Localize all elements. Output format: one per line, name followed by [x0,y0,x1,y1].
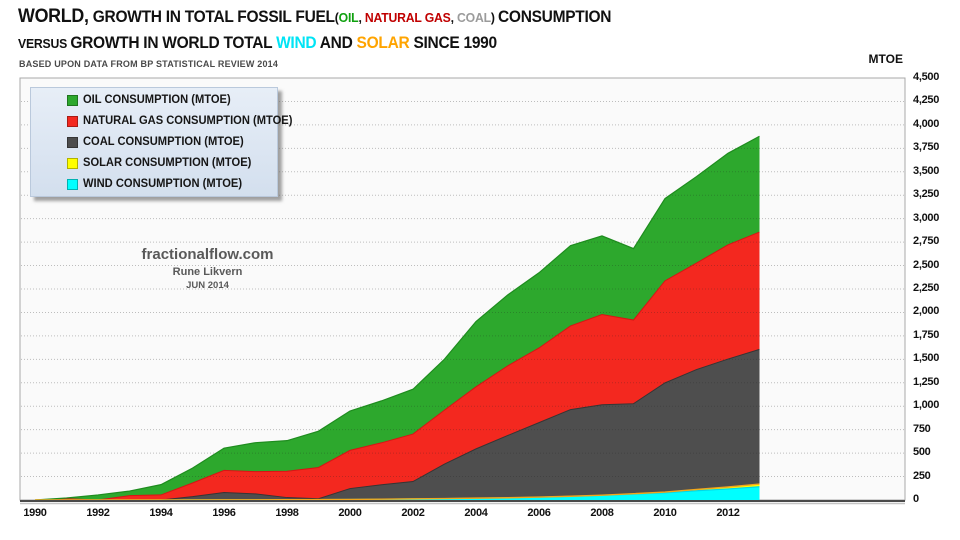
y-tick-label: 2,500 [913,258,940,271]
x-tick-label: 1994 [149,507,173,519]
y-tick-label: 2,250 [913,282,940,294]
legend-item: SOLAR CONSUMPTION (MTOE) [67,153,277,174]
y-tick-label: 3,750 [913,141,940,154]
title-segment: NATURAL GAS [364,10,451,25]
title-segment: OIL [338,10,359,25]
legend-label: OIL CONSUMPTION (MTOE) [83,94,231,106]
legend-swatch-icon [67,136,78,148]
coal-area [35,349,760,500]
legend-swatch-icon [67,178,78,190]
y-tick-label: 500 [913,446,931,459]
watermark: fractionalflow.com Rune Likvern JUN 2014 [95,246,320,291]
legend-label: NATURAL GAS CONSUMPTION (MTOE) [83,115,293,127]
x-tick-label: 2004 [464,507,488,519]
chart-title-line1: WORLD, GROWTH IN TOTAL FOSSIL FUEL(OIL, … [18,3,612,31]
title-segment: WIND [276,34,317,52]
y-tick-label: 2,750 [913,235,940,248]
title-segment: , [450,10,458,25]
y-tick-label: 3,500 [913,164,940,177]
title-segment: CONSUMPTION [498,8,612,26]
legend-item: COAL CONSUMPTION (MTOE) [67,132,277,153]
legend-swatch-icon [67,157,78,169]
x-tick-label: 2002 [401,507,425,519]
legend-item: WIND CONSUMPTION (MTOE) [67,174,277,195]
x-tick-label: 2012 [716,507,740,519]
x-tick-label: 2000 [338,507,362,519]
x-tick-label: 1992 [86,507,110,519]
title-segment: GROWTH IN TOTAL FOSSIL FUEL [88,8,335,26]
title-segment: ( [334,10,339,25]
legend-item: NATURAL GAS CONSUMPTION (MTOE) [67,111,292,132]
chart-title: WORLD, GROWTH IN TOTAL FOSSIL FUEL(OIL, … [18,3,612,56]
legend-box: OIL CONSUMPTION (MTOE) NATURAL GAS CONSUM… [30,87,292,197]
x-tick-label: 1996 [212,507,236,519]
x-tick-label: 2008 [590,507,614,519]
x-tick-label: 1998 [275,507,299,519]
title-segment: COAL [457,10,491,25]
x-tick-label: 2010 [653,507,677,519]
title-segment: VERSUS [18,36,71,51]
legend-label: WIND CONSUMPTION (MTOE) [83,178,243,190]
solar-boundary-line [34,483,760,501]
y-tick-label: 0 [913,493,919,505]
title-segment: , [358,10,365,25]
watermark-site: fractionalflow.com [141,246,274,263]
y-tick-label: 4,500 [913,71,940,83]
title-segment: AND [316,34,357,52]
y-tick-label: 1,500 [913,352,940,365]
legend-swatch-icon [67,94,78,106]
y-tick-label: 4,250 [913,94,940,107]
title-segment: SOLAR [356,34,410,52]
title-segment: ) [490,10,499,25]
y-tick-label: 3,250 [913,188,940,201]
chart-subtitle: BASED UPON DATA FROM BP STATISTICAL REVI… [19,59,279,69]
y-tick-label: 4,000 [913,117,940,130]
x-tick-label: 1990 [23,507,47,519]
oil-boundary-line [34,135,760,501]
legend-item: OIL CONSUMPTION (MTOE) [67,90,277,111]
y-tick-label: 750 [913,422,931,435]
legend-swatch-icon [67,115,78,127]
natural-gas-area [35,232,760,500]
y-tick-label: 250 [913,469,931,482]
y-axis-unit-label: MTOE [868,52,903,66]
watermark-date: JUN 2014 [186,280,229,291]
title-segment: GROWTH IN WORLD TOTAL [70,34,277,52]
y-tick-label: 1,750 [913,328,940,341]
oil-area [35,136,760,500]
legend-label: COAL CONSUMPTION (MTOE) [83,136,244,148]
x-tick-label: 2006 [527,507,551,519]
title-segment: WORLD, [18,6,89,27]
y-tick-label: 1,000 [913,399,940,412]
y-tick-label: 2,000 [913,305,940,318]
legend-label: SOLAR CONSUMPTION (MTOE) [83,157,252,169]
y-tick-label: 3,000 [913,211,940,224]
title-segment: SINCE 1990 [409,34,497,52]
chart-title-line2: VERSUS GROWTH IN WORLD TOTAL WIND AND SO… [18,31,611,56]
gas-boundary-line [34,231,760,501]
y-tick-label: 1,250 [913,375,940,388]
watermark-author: Rune Likvern [172,266,243,278]
